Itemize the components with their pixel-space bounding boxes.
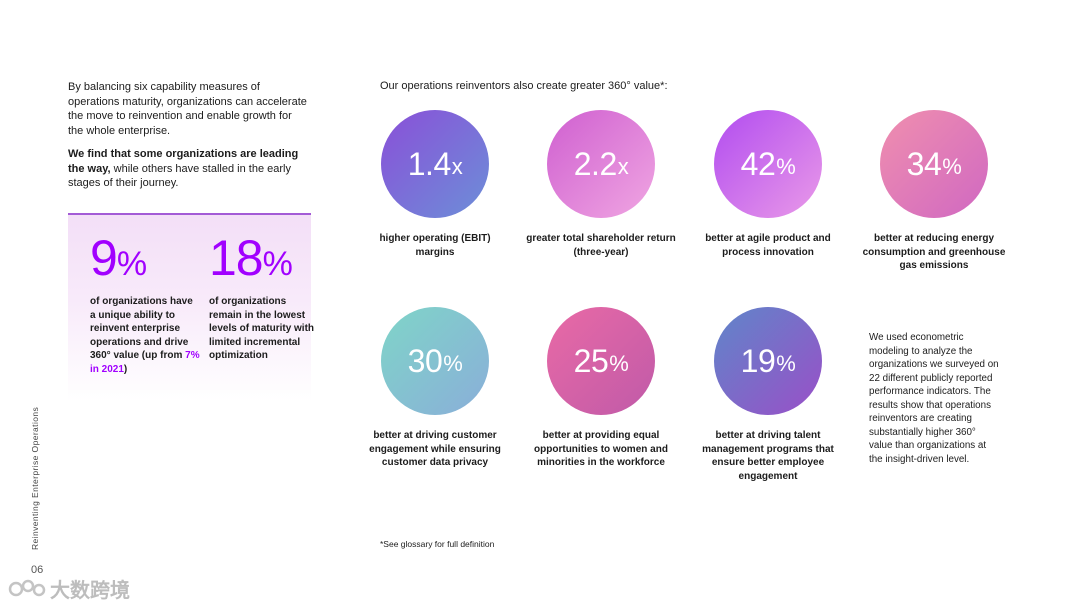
metric-value: 25 [573,342,609,379]
metric-customer-engagement: 30% better at driving customer engagemen… [360,307,510,470]
stat-value: 18% [209,231,319,291]
metric-shareholder-return: 2.2 x greater total shareholder return (t… [526,110,676,259]
intro-paragraph-2: We find that some organizations are lead… [68,147,308,191]
stat-reinventors: 9% of organizations have a unique abilit… [90,231,200,376]
stat-highlight: 7% in 2021 [90,350,200,375]
metric-unit: % [942,154,962,179]
metric-value: 19 [740,342,776,379]
metric-unit: % [776,154,796,179]
metric-ebit-margins: 1.4 x higher operating (EBIT) margins [360,110,510,259]
intro-paragraph-2-rest: while others have stalled in the early s… [68,162,291,190]
stat-text: of organizations have a unique ability t… [90,296,193,361]
stat-value: 9% [90,231,200,291]
metric-label: better at agile product and process inno… [705,233,831,258]
intro-paragraph-1: By balancing six capability measures of … [68,81,307,137]
metric-unit: x [451,154,463,179]
metric-energy-emissions: 34% better at reducing energy consumptio… [859,110,1009,273]
metric-label: better at driving customer engagement wh… [369,430,501,468]
metric-circle: 34% [880,110,988,218]
metric-circle: 2.2 x [547,110,655,218]
stat-number: 9 [90,230,118,286]
stat-text-end: ) [123,363,128,375]
grid-title: Our operations reinventors also create g… [380,80,668,92]
metric-circle: 25% [547,307,655,415]
methodology-note: We used econometric modeling to analyze … [869,332,999,465]
metric-circle: 42% [714,110,822,218]
metric-unit: % [443,351,463,376]
metric-label: better at reducing energy consumption an… [862,233,1006,271]
stat-lowest-maturity: 18% of organizations remain in the lowes… [209,231,319,363]
stat-description: of organizations remain in the lowest le… [209,296,315,361]
metric-label: better at driving talent management prog… [702,430,834,482]
metric-unit: % [776,351,796,376]
stats-panel: 9% of organizations have a unique abilit… [68,213,314,402]
intro: By balancing six capability measures of … [68,80,308,200]
metric-unit: x [617,154,629,179]
metric-value: 34 [906,145,942,182]
section-label: Reinventing Enterprise Operations [30,406,40,550]
page-number: 06 [31,564,44,576]
metric-unit: % [609,351,629,376]
stat-number: 18 [209,230,264,286]
stat-description: of organizations have a unique ability t… [90,295,200,376]
stat-unit: % [262,245,293,283]
watermark-logo-icon [8,579,46,596]
metric-circle: 19% [714,307,822,415]
metric-circle: 1.4 x [381,110,489,218]
footnote: *See glossary for full definition [380,539,495,549]
metric-value: 30 [407,342,443,379]
metric-label: better at providing equal opportunities … [534,430,668,468]
intro-emphasis: We find that some organizations are lead… [68,148,299,175]
metric-equal-opportunities: 25% better at providing equal opportunit… [526,307,676,470]
metric-value: 2.2 [573,145,617,182]
metric-label: greater total shareholder return (three-… [526,233,676,258]
metric-value: 1.4 [407,145,451,182]
metric-talent-management: 19% better at driving talent management … [693,307,843,483]
metric-label: higher operating (EBIT) margins [379,233,491,258]
stat-unit: % [116,245,147,283]
metric-circle: 30% [381,307,489,415]
watermark-text: 大数跨境 [50,578,130,602]
watermark: 大数跨境 [8,574,130,603]
metric-agile-innovation: 42% better at agile product and process … [693,110,843,259]
metric-value: 42 [740,145,776,182]
